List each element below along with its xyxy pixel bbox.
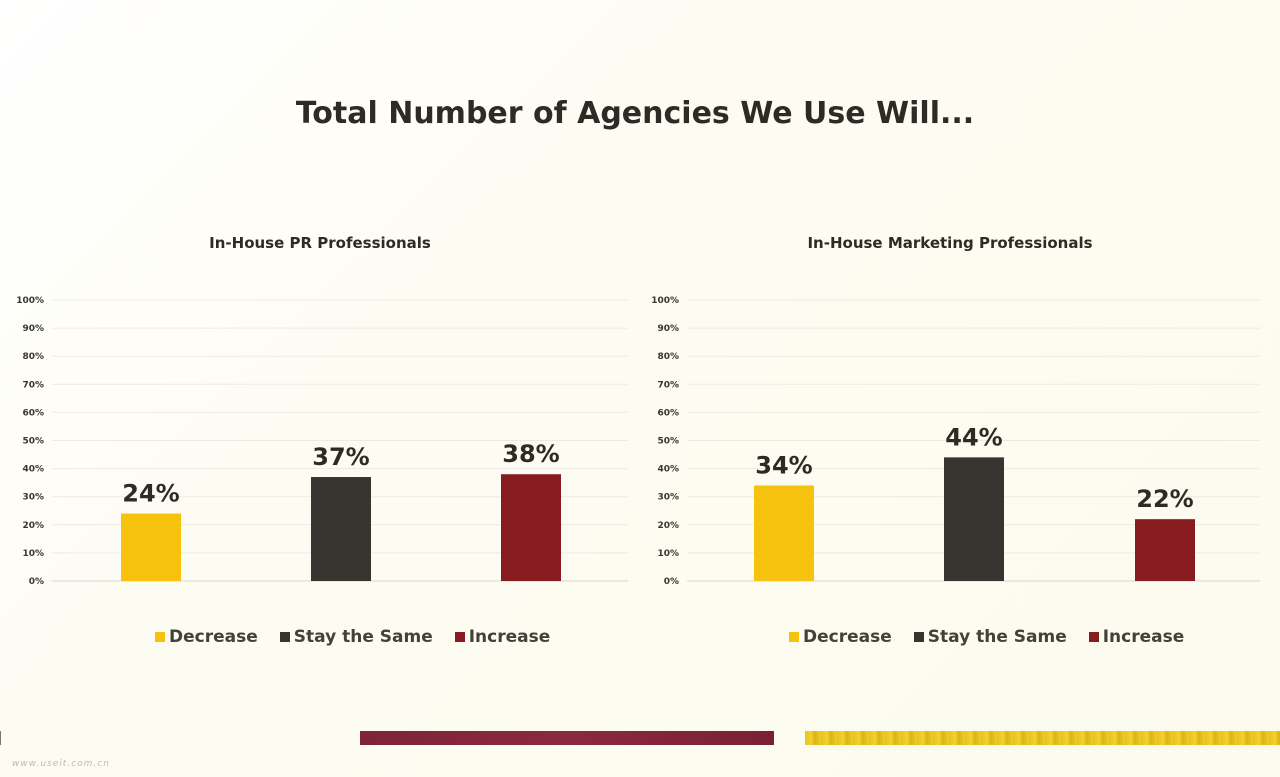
footer-bar-gold <box>805 731 1280 745</box>
legend-swatch-increase <box>1088 632 1099 642</box>
y-tick-label: 10% <box>657 549 679 559</box>
y-tick-label: 0% <box>29 577 44 587</box>
legend-label-decrease: Decrease <box>803 627 892 647</box>
data-label: 44% <box>945 423 1002 451</box>
legend-item-increase: Increase <box>1088 627 1185 647</box>
legend-swatch-decrease <box>155 632 165 642</box>
y-tick-label: 40% <box>657 465 679 475</box>
y-tick-label: 70% <box>657 380 679 390</box>
y-tick-label: 20% <box>657 521 679 531</box>
legend-item-decrease: Decrease <box>789 627 892 647</box>
data-label: 38% <box>502 440 559 468</box>
legend-label-increase: Increase <box>468 627 551 647</box>
bar-same <box>311 477 371 581</box>
bar-decrease <box>754 485 814 581</box>
bar-increase <box>1135 519 1195 581</box>
legend-item-decrease: Decrease <box>155 627 258 647</box>
legend-item-same: Stay the Same <box>913 627 1067 647</box>
y-tick-label: 40% <box>22 465 44 475</box>
legend-marketing: Decrease Stay the Same Increase <box>789 627 1184 647</box>
legend-swatch-decrease <box>789 632 799 642</box>
y-tick-label: 50% <box>22 437 44 447</box>
chart-marketing: 0% 10% 20% 30% 40% 50% 60% 70% 80% 90% 100% 34% 44% 2… <box>651 296 1260 587</box>
legend-item-increase: Increase <box>454 627 551 647</box>
watermark: www.useit.com.cn <box>12 759 110 769</box>
y-tick-label: 90% <box>657 324 679 334</box>
y-tick-label: 70% <box>22 380 44 390</box>
bar-same <box>944 457 1004 581</box>
bar-decrease <box>121 513 181 581</box>
y-tick-label: 80% <box>657 352 679 362</box>
y-tick-label: 30% <box>22 493 44 503</box>
y-tick-label: 20% <box>22 521 44 531</box>
edge-tick <box>0 731 1 745</box>
footer-bar-maroon <box>360 731 774 745</box>
legend-swatch-same <box>913 632 924 642</box>
data-label: 37% <box>312 443 369 471</box>
legend-pr: Decrease Stay the Same Increase <box>155 627 550 647</box>
y-tick-label: 10% <box>22 549 44 559</box>
y-tick-label: 30% <box>657 493 679 503</box>
chart-title-marketing: In-House Marketing Professionals <box>807 234 1093 252</box>
chart-title-pr: In-House PR Professionals <box>209 234 431 252</box>
data-label: 24% <box>122 480 179 508</box>
y-tick-label: 0% <box>664 577 679 587</box>
y-tick-label: 100% <box>16 296 44 306</box>
y-tick-label: 80% <box>22 352 44 362</box>
legend-swatch-increase <box>454 632 465 642</box>
y-tick-label: 90% <box>22 324 44 334</box>
legend-label-same: Stay the Same <box>293 627 433 647</box>
legend-item-same: Stay the Same <box>279 627 433 647</box>
y-tick-label: 100% <box>651 296 679 306</box>
data-label: 22% <box>1136 485 1193 513</box>
legend-label-decrease: Decrease <box>169 627 258 647</box>
bar-increase <box>501 474 561 581</box>
y-tick-label: 60% <box>22 408 44 418</box>
y-tick-label: 60% <box>657 408 679 418</box>
legend-swatch-same <box>279 632 290 642</box>
y-tick-label: 50% <box>657 437 679 447</box>
legend-label-increase: Increase <box>1102 627 1185 647</box>
legend-label-same: Stay the Same <box>927 627 1067 647</box>
data-label: 34% <box>755 451 812 479</box>
page-title: Total Number of Agencies We Use Will... <box>295 96 975 131</box>
chart-pr: 0% 10% 20% 30% 40% 50% 60% 70% 80% 90% 100% 24% 37% 3… <box>16 296 628 587</box>
